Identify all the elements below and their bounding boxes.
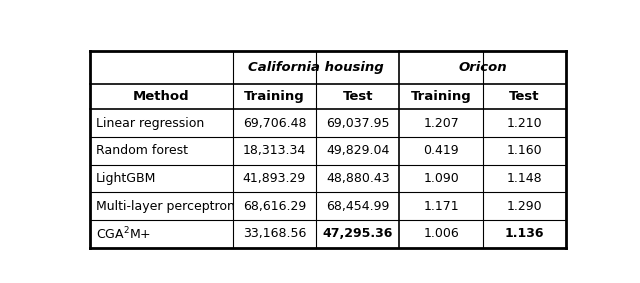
Text: 1.148: 1.148 xyxy=(507,172,542,185)
Text: Training: Training xyxy=(411,90,472,103)
Text: 68,454.99: 68,454.99 xyxy=(326,200,390,213)
Text: 1.171: 1.171 xyxy=(423,200,459,213)
Text: 68,616.29: 68,616.29 xyxy=(243,200,306,213)
Text: Random forest: Random forest xyxy=(96,144,188,157)
Text: 49,829.04: 49,829.04 xyxy=(326,144,390,157)
Text: 1.210: 1.210 xyxy=(507,117,542,130)
Text: 0.419: 0.419 xyxy=(423,144,459,157)
Text: 1.006: 1.006 xyxy=(423,227,459,240)
Text: Oricon: Oricon xyxy=(458,61,507,74)
Text: California housing: California housing xyxy=(248,61,384,74)
Text: Test: Test xyxy=(509,90,540,103)
Text: LightGBM: LightGBM xyxy=(96,172,156,185)
Text: 1.090: 1.090 xyxy=(423,172,459,185)
Text: 33,168.56: 33,168.56 xyxy=(243,227,306,240)
Text: 18,313.34: 18,313.34 xyxy=(243,144,306,157)
Text: 41,893.29: 41,893.29 xyxy=(243,172,306,185)
Text: 1.290: 1.290 xyxy=(507,200,542,213)
Text: Linear regression: Linear regression xyxy=(96,117,204,130)
Text: CGA$^2$M+: CGA$^2$M+ xyxy=(96,225,151,242)
Text: Training: Training xyxy=(244,90,305,103)
Text: 69,706.48: 69,706.48 xyxy=(243,117,306,130)
Text: 69,037.95: 69,037.95 xyxy=(326,117,390,130)
Text: Method: Method xyxy=(133,90,189,103)
Text: 1.160: 1.160 xyxy=(507,144,542,157)
Text: 1.207: 1.207 xyxy=(423,117,459,130)
Text: Multi-layer perceptron: Multi-layer perceptron xyxy=(96,200,235,213)
Text: 1.136: 1.136 xyxy=(505,227,544,240)
Text: 48,880.43: 48,880.43 xyxy=(326,172,390,185)
Text: Test: Test xyxy=(342,90,373,103)
Text: 47,295.36: 47,295.36 xyxy=(323,227,393,240)
